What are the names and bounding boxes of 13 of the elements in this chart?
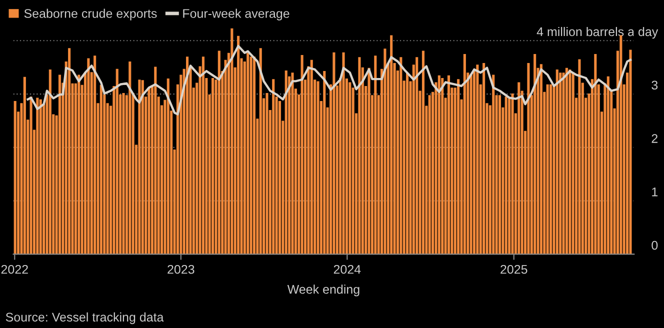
x-tick-label: 2023 [168, 264, 194, 274]
x-tick-label: 2024 [334, 264, 361, 274]
y-tick-label: 4 million barrels a day [536, 26, 658, 39]
y-tick-label: 3 [652, 80, 658, 90]
x-tick-label: 2022 [1, 264, 28, 274]
x-tick-label: 2025 [500, 264, 528, 274]
legend-label: Seaborne crude exports [24, 8, 157, 20]
y-tick-label: 0 [652, 240, 658, 250]
y-tick-label: 1 [652, 188, 658, 196]
legend-label: Four-week average [183, 8, 290, 20]
y-tick-label: 2 [652, 134, 658, 143]
source-note: Source: Vessel tracking data [6, 312, 164, 324]
x-axis-title: Week ending [287, 284, 360, 296]
